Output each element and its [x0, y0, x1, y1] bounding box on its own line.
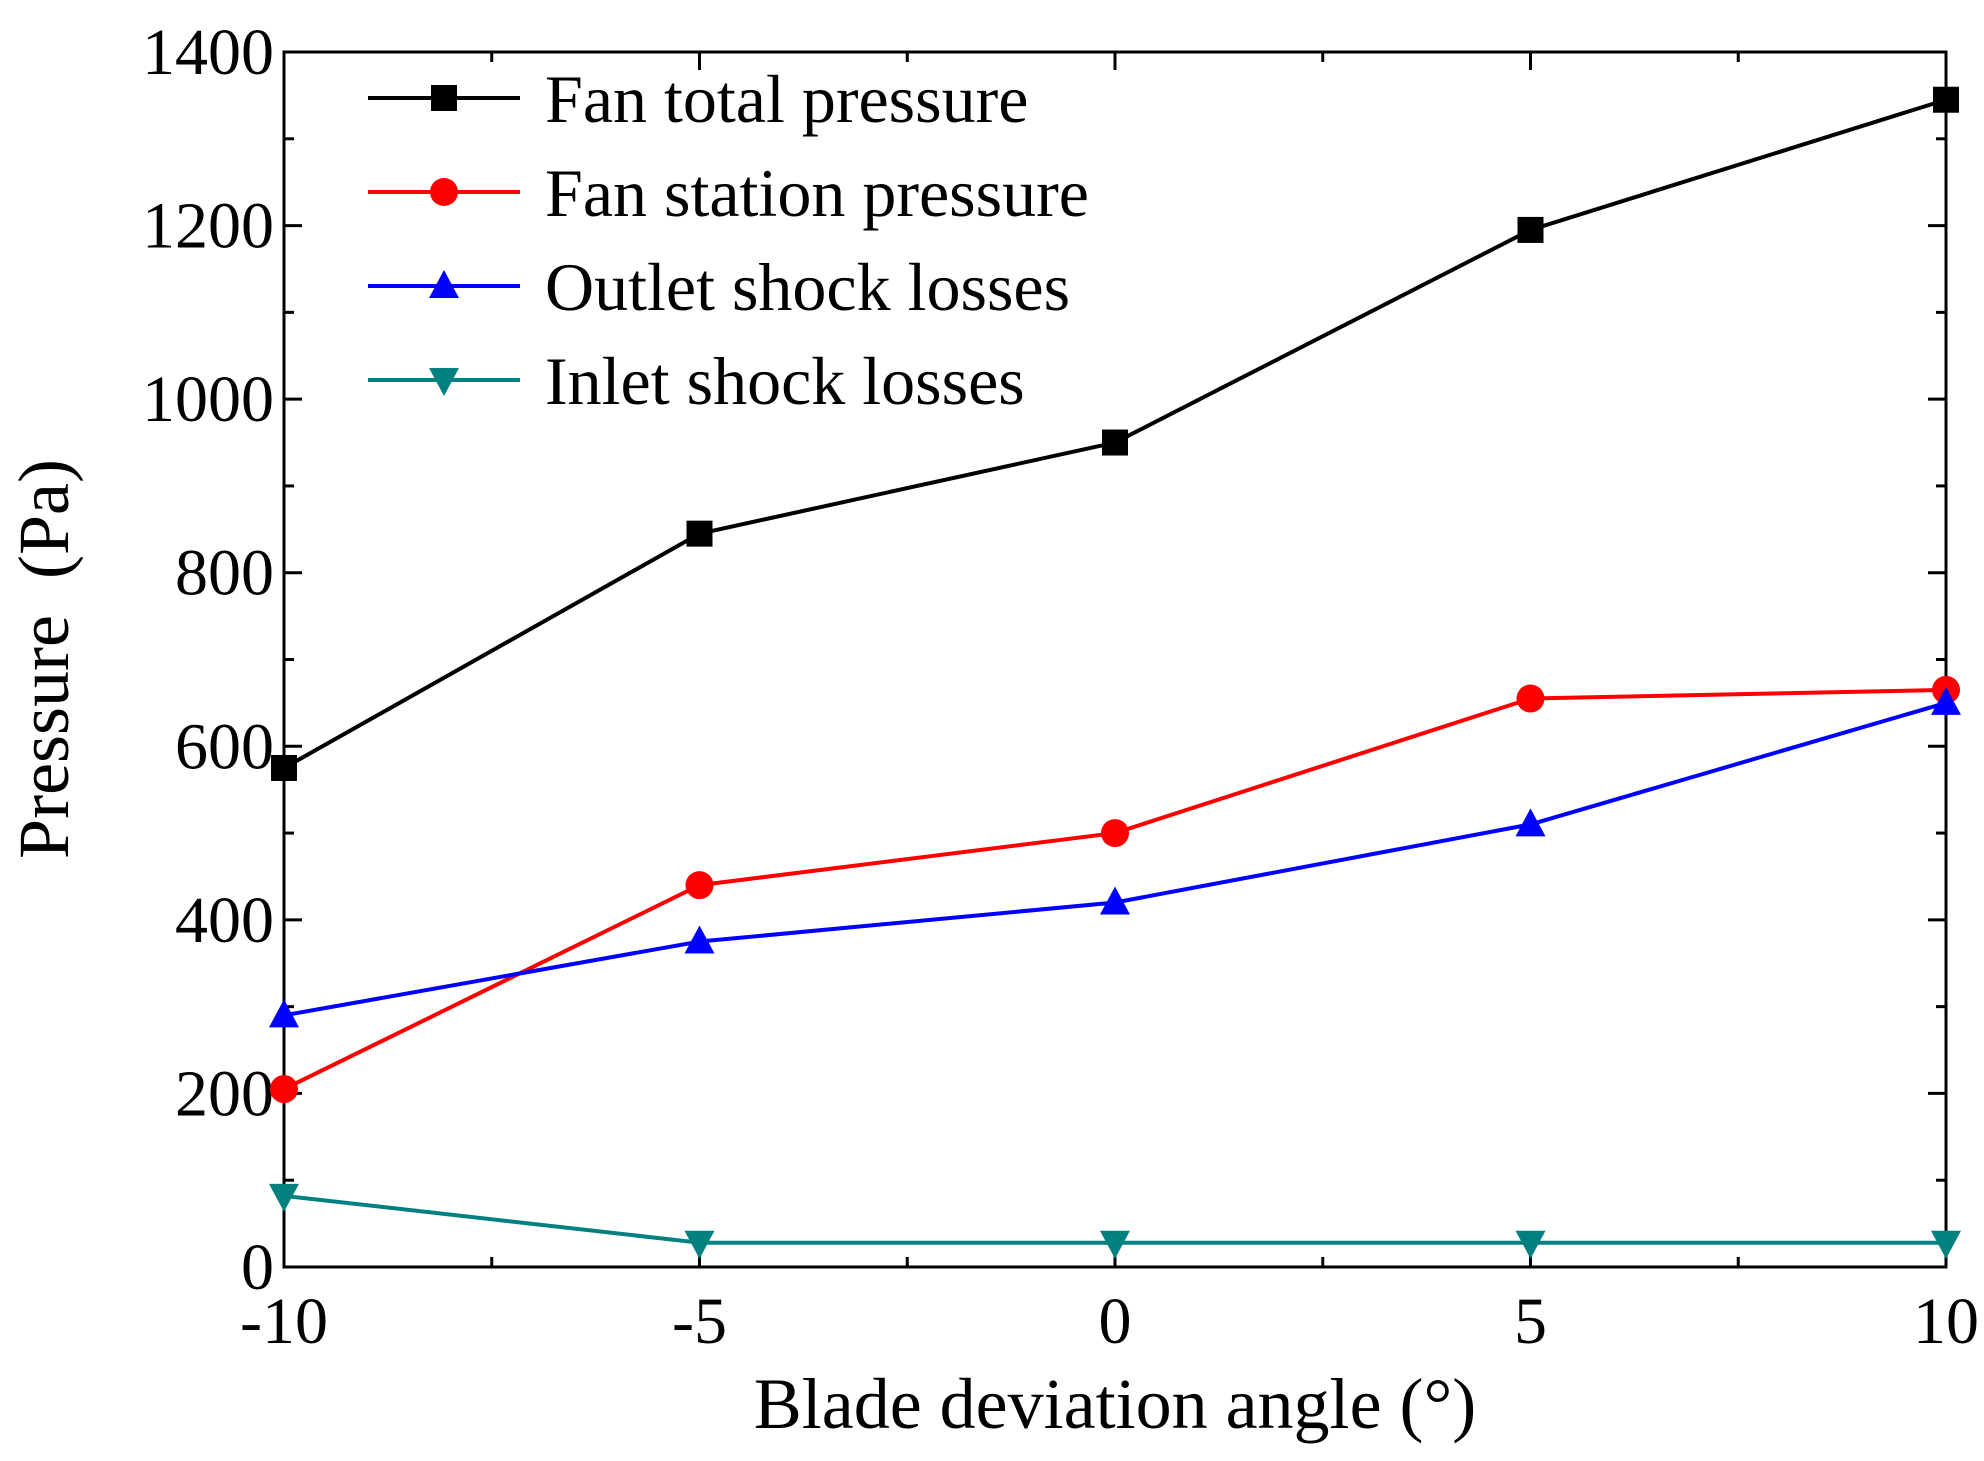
data-point [685, 871, 714, 900]
data-point [270, 1075, 298, 1104]
legend-item: Fan total pressure [368, 61, 1028, 137]
data-point [1101, 819, 1129, 848]
y-tick-label: 200 [175, 1057, 274, 1130]
y-tick-label: 1400 [142, 16, 274, 89]
data-point [269, 1183, 299, 1212]
series [269, 1183, 1961, 1259]
legend-item: Fan station pressure [368, 155, 1089, 231]
y-tick-label: 1200 [142, 190, 274, 263]
legend-label: Fan total pressure [545, 61, 1028, 137]
data-point [1515, 808, 1546, 837]
x-axis: -10 -5 0 5 10 [240, 52, 1979, 1358]
legend-swatch-marker [430, 178, 458, 206]
x-tick-label: 5 [1514, 1285, 1547, 1358]
series [269, 686, 1961, 1028]
y-tick-label: 0 [241, 1231, 274, 1304]
data-point [269, 999, 299, 1028]
legend-swatch-marker [431, 85, 457, 111]
plot-frame [282, 50, 1948, 1269]
y-tick-label: 800 [175, 537, 274, 610]
data-point [1100, 1230, 1130, 1259]
data-point [1931, 1230, 1961, 1259]
series [270, 675, 1960, 1104]
legend-swatch-marker [429, 368, 459, 396]
data-point [1100, 886, 1130, 915]
legend-label: Inlet shock losses [545, 343, 1025, 419]
data-point [684, 1230, 715, 1259]
series [271, 86, 1959, 781]
data-point [686, 520, 713, 547]
data-point [1933, 86, 1959, 113]
y-axis: 0 200 400 600 800 1000 1200 1400 [142, 16, 1946, 1304]
legend-item: Inlet shock losses [368, 343, 1025, 419]
legend-swatch-marker [429, 270, 459, 298]
series-layer [269, 86, 1961, 1259]
data-point [1515, 1230, 1546, 1259]
x-axis-title: Blade deviation angle (°) [754, 1364, 1477, 1444]
legend-label: Fan station pressure [545, 155, 1089, 231]
legend: Fan total pressure Fan station pressure Ou… [368, 61, 1089, 419]
legend-label: Outlet shock losses [545, 249, 1070, 325]
y-axis-title: Pressure (Pa) [4, 459, 84, 859]
data-point [1516, 684, 1545, 713]
x-tick-label: 10 [1913, 1285, 1979, 1358]
x-tick-label: -5 [672, 1285, 727, 1358]
y-tick-label: 400 [175, 884, 274, 957]
y-tick-label: 600 [175, 710, 274, 783]
data-point [271, 754, 297, 781]
x-tick-label: 0 [1099, 1285, 1132, 1358]
data-point [1517, 216, 1544, 243]
data-point [1931, 686, 1961, 715]
data-point [684, 925, 715, 954]
legend-item: Outlet shock losses [368, 249, 1070, 325]
x-tick-label: -10 [240, 1285, 328, 1358]
y-tick-label: 1000 [142, 363, 274, 436]
data-point [1102, 429, 1128, 456]
